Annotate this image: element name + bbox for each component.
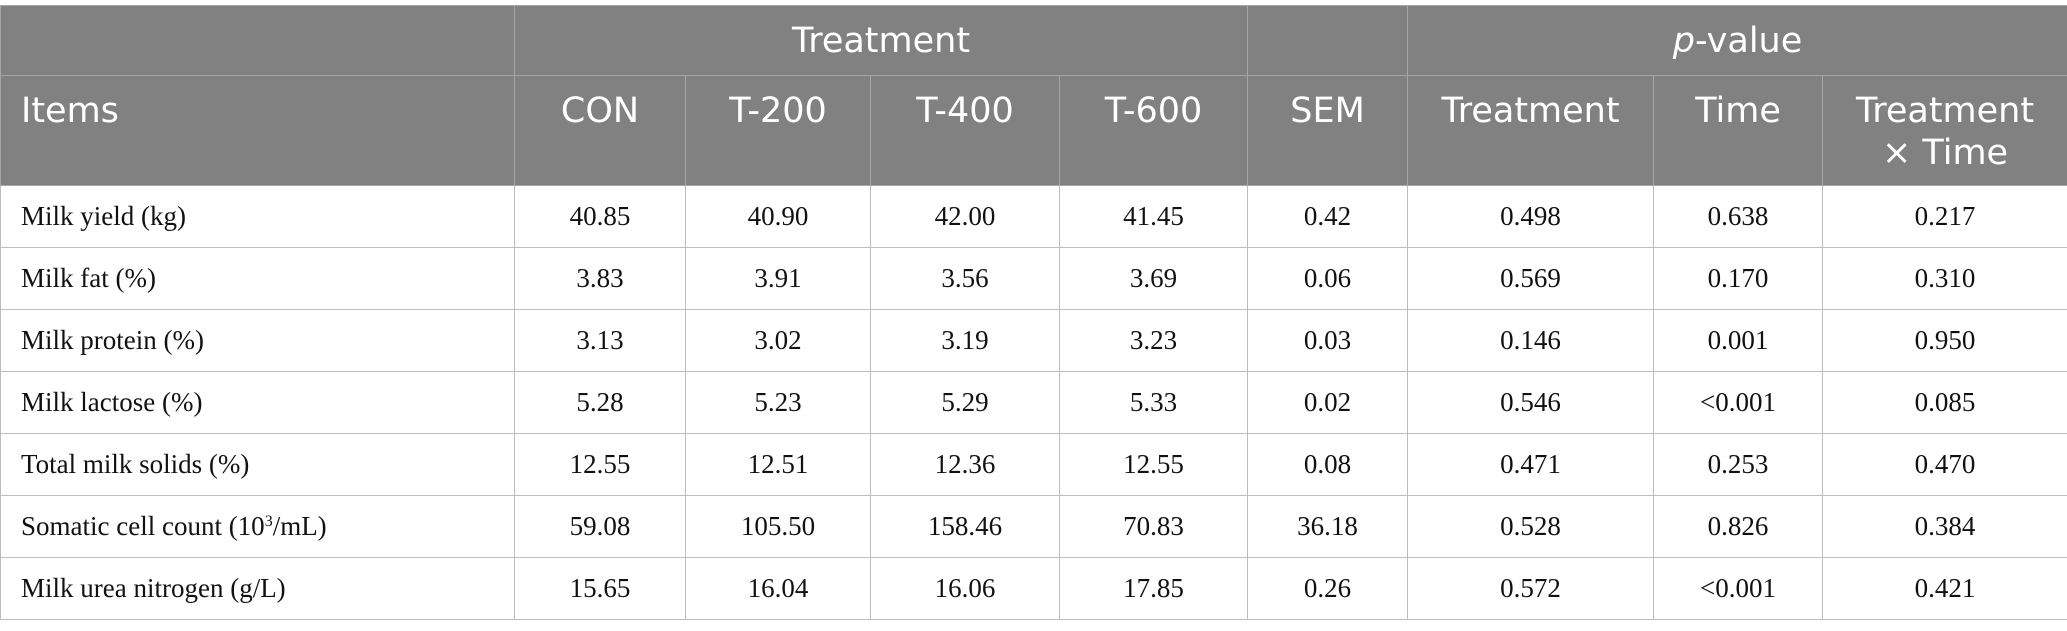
cell-t400: 5.29: [870, 371, 1060, 434]
row-label-superscript: 3: [264, 513, 273, 530]
row-label: Somatic cell count (103/mL): [0, 495, 515, 558]
cell-p-time: <0.001: [1653, 557, 1824, 620]
column-header-t400: T-400: [870, 75, 1060, 186]
cell-t400: 3.56: [870, 247, 1060, 310]
cell-sem: 0.06: [1247, 247, 1409, 310]
cell-p-interaction: 0.085: [1822, 371, 2067, 434]
column-header-sem: SEM: [1247, 75, 1409, 186]
cell-p-treatment: 0.498: [1407, 185, 1655, 248]
header-column-row: Items CON T-200 T-400 T-600 SEM Treatmen…: [0, 75, 2067, 186]
column-header-p-treatment: Treatment: [1407, 75, 1655, 186]
column-header-p-interaction: Treatment × Time: [1822, 75, 2067, 186]
cell-sem: 0.42: [1247, 185, 1409, 248]
cell-con: 3.83: [514, 247, 686, 310]
cell-con: 40.85: [514, 185, 686, 248]
cell-p-interaction: 0.310: [1822, 247, 2067, 310]
cell-t200: 40.90: [685, 185, 871, 248]
cell-t400: 3.19: [870, 309, 1060, 372]
interaction-header-line2: × Time: [1881, 133, 2009, 173]
cell-p-time: 0.001: [1653, 309, 1824, 372]
cell-p-treatment: 0.471: [1407, 433, 1655, 496]
row-label: Milk lactose (%): [0, 371, 515, 434]
cell-t200: 12.51: [685, 433, 871, 496]
header-group-row: Treatment p-value: [0, 5, 2067, 76]
table-body: Milk yield (kg) 40.85 40.90 42.00 41.45 …: [0, 185, 2067, 620]
row-label: Milk urea nitrogen (g/L): [0, 557, 515, 620]
cell-t600: 3.69: [1058, 247, 1249, 310]
column-header-t200: T-200: [685, 75, 871, 186]
cell-t600: 3.23: [1058, 309, 1249, 372]
row-label-text: Somatic cell count (10: [21, 511, 265, 541]
cell-p-treatment: 0.572: [1407, 557, 1655, 620]
cell-con: 15.65: [514, 557, 686, 620]
cell-t200: 3.02: [685, 309, 871, 372]
cell-sem: 0.03: [1247, 309, 1409, 372]
row-label: Milk protein (%): [0, 309, 515, 372]
row-label: Total milk solids (%): [0, 433, 515, 496]
cell-sem: 0.26: [1247, 557, 1409, 620]
cell-sem: 0.08: [1247, 433, 1409, 496]
results-table-container: Treatment p-value Items CON T-200 T-400 …: [0, 5, 2067, 620]
column-header-items: Items: [0, 75, 515, 186]
cell-p-interaction: 0.217: [1822, 185, 2067, 248]
cell-p-interaction: 0.421: [1822, 557, 2067, 620]
cell-p-interaction: 0.950: [1822, 309, 2067, 372]
column-header-p-time: Time: [1653, 75, 1824, 186]
cell-t600: 12.55: [1058, 433, 1249, 496]
table-row: Milk protein (%) 3.13 3.02 3.19 3.23 0.0…: [0, 309, 2067, 372]
cell-p-time: <0.001: [1653, 371, 1824, 434]
cell-t200: 16.04: [685, 557, 871, 620]
cell-sem: 36.18: [1247, 495, 1409, 558]
pvalue-italic-p: p: [1672, 20, 1695, 61]
header-empty-cell: [1247, 5, 1409, 76]
pvalue-suffix: -value: [1694, 20, 1803, 61]
row-label: Milk fat (%): [0, 247, 515, 310]
cell-t200: 105.50: [685, 495, 871, 558]
cell-t600: 5.33: [1058, 371, 1249, 434]
cell-p-treatment: 0.569: [1407, 247, 1655, 310]
interaction-header-line1: Treatment: [1855, 91, 2035, 131]
column-header-t600: T-600: [1058, 75, 1249, 186]
cell-sem: 0.02: [1247, 371, 1409, 434]
cell-p-treatment: 0.528: [1407, 495, 1655, 558]
table-row: Milk urea nitrogen (g/L) 15.65 16.04 16.…: [0, 557, 2067, 620]
cell-t600: 41.45: [1058, 185, 1249, 248]
cell-t400: 12.36: [870, 433, 1060, 496]
cell-p-treatment: 0.546: [1407, 371, 1655, 434]
row-label-unit: /mL): [272, 511, 327, 541]
cell-t400: 16.06: [870, 557, 1060, 620]
group-header-pvalue: p-value: [1407, 5, 2067, 76]
cell-p-time: 0.638: [1653, 185, 1824, 248]
cell-p-interaction: 0.384: [1822, 495, 2067, 558]
table-row: Milk yield (kg) 40.85 40.90 42.00 41.45 …: [0, 185, 2067, 248]
cell-p-time: 0.826: [1653, 495, 1824, 558]
table-header: Treatment p-value Items CON T-200 T-400 …: [0, 5, 2067, 186]
cell-p-time: 0.170: [1653, 247, 1824, 310]
table-row: Total milk solids (%) 12.55 12.51 12.36 …: [0, 433, 2067, 496]
cell-con: 3.13: [514, 309, 686, 372]
header-empty-cell: [0, 5, 515, 76]
cell-t600: 70.83: [1058, 495, 1249, 558]
cell-t400: 158.46: [870, 495, 1060, 558]
cell-p-interaction: 0.470: [1822, 433, 2067, 496]
table-row: Milk fat (%) 3.83 3.91 3.56 3.69 0.06 0.…: [0, 247, 2067, 310]
column-header-con: CON: [514, 75, 686, 186]
cell-t200: 5.23: [685, 371, 871, 434]
row-label: Milk yield (kg): [0, 185, 515, 248]
group-header-treatment: Treatment: [513, 5, 1249, 76]
table-row: Milk lactose (%) 5.28 5.23 5.29 5.33 0.0…: [0, 371, 2067, 434]
cell-t200: 3.91: [685, 247, 871, 310]
cell-t600: 17.85: [1058, 557, 1249, 620]
cell-con: 59.08: [514, 495, 686, 558]
cell-p-treatment: 0.146: [1407, 309, 1655, 372]
cell-p-time: 0.253: [1653, 433, 1824, 496]
cell-con: 5.28: [514, 371, 686, 434]
cell-con: 12.55: [514, 433, 686, 496]
milk-composition-table: Treatment p-value Items CON T-200 T-400 …: [0, 5, 2067, 620]
cell-t400: 42.00: [870, 185, 1060, 248]
table-row: Somatic cell count (103/mL) 59.08 105.50…: [0, 495, 2067, 558]
